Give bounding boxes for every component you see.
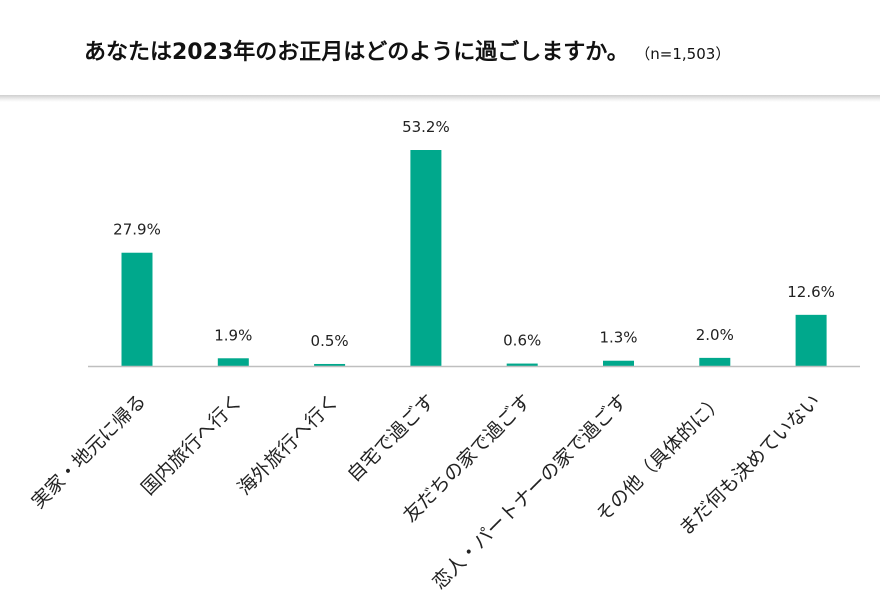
data-label-1: 1.9%: [214, 326, 252, 344]
title-text: あなたは2023年のお正月はどのように過ごしますか。: [84, 40, 629, 65]
bar-1: [217, 358, 249, 366]
data-label-0: 27.9%: [113, 221, 161, 239]
header-divider: [0, 95, 880, 102]
data-label-6: 2.0%: [696, 326, 734, 344]
data-label-3: 53.2%: [402, 118, 450, 136]
data-label-7: 12.6%: [787, 283, 835, 301]
bar-0: [121, 252, 153, 366]
sample-size-note: （n=1,503）: [642, 45, 731, 63]
bar-2: [314, 363, 346, 366]
category-label-1: 国内旅行へ行く: [137, 390, 247, 500]
category-label-2: 海外旅行へ行く: [234, 390, 344, 500]
category-label-5: 恋人・パートナーの家で過ごす: [428, 390, 632, 594]
bar-7: [795, 314, 827, 366]
data-label-4: 0.6%: [503, 332, 541, 350]
data-label-2: 0.5%: [311, 332, 349, 350]
bar-3: [410, 150, 442, 366]
category-label-3: 自宅で過ごす: [343, 390, 439, 486]
bar-5: [603, 360, 634, 366]
chart-header: あなたは2023年のお正月はどのように過ごしますか。 （n=1,503）: [0, 0, 880, 96]
bar-4: [506, 363, 538, 366]
data-label-5: 1.3%: [599, 329, 637, 347]
bar-6: [699, 357, 731, 366]
category-label-0: 実家・地元に帰る: [27, 390, 150, 513]
chart-title: あなたは2023年のお正月はどのように過ごしますか。 （n=1,503）: [84, 34, 730, 66]
